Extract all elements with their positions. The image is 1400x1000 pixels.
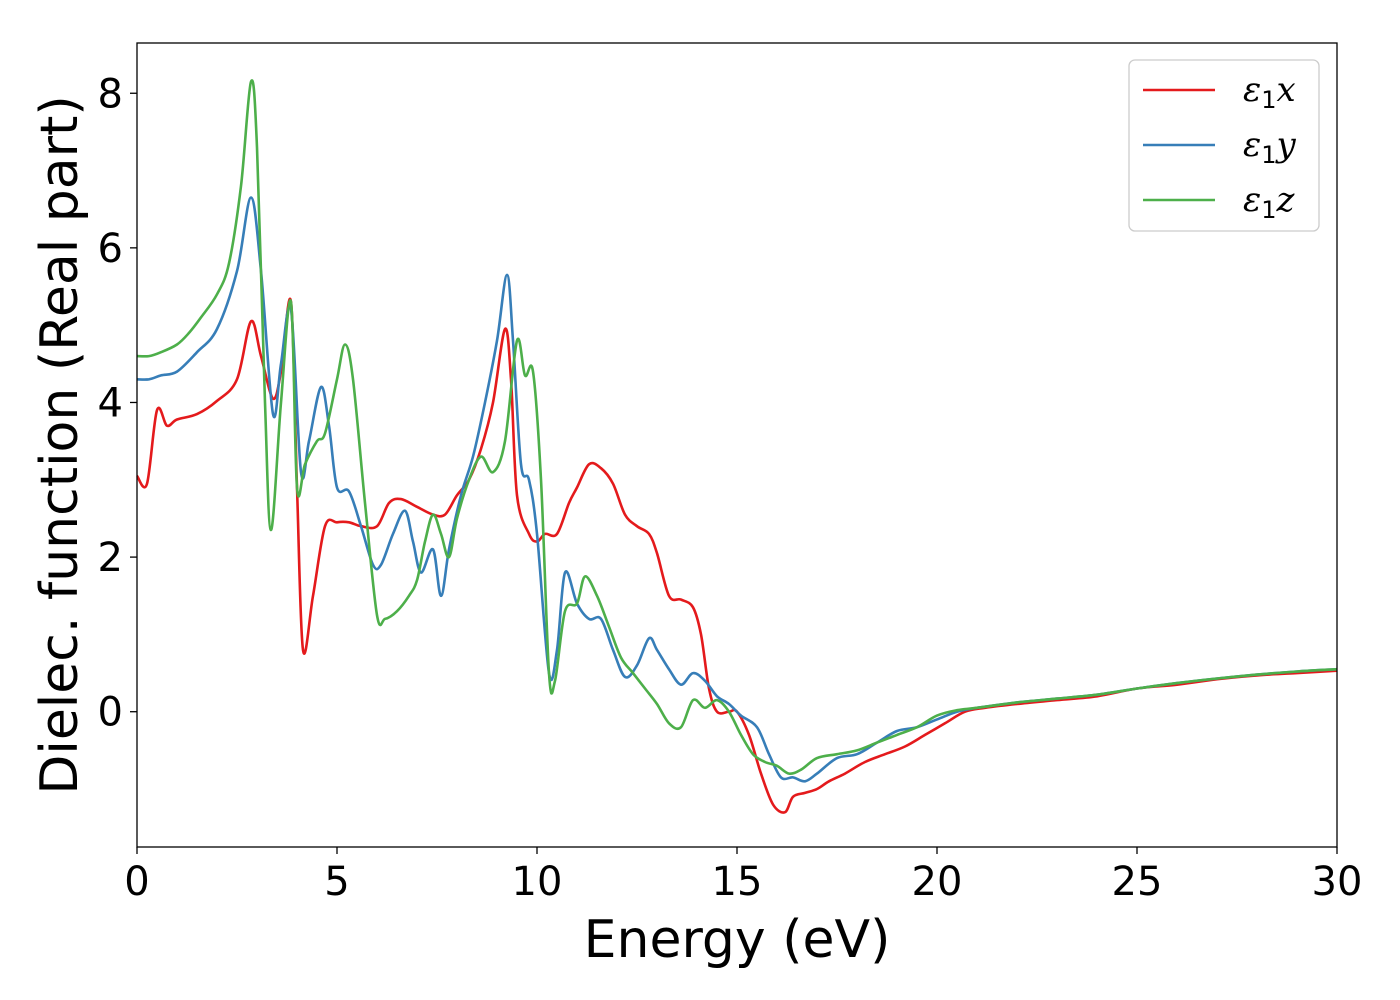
legend: ε1x ε1y ε1z <box>1128 59 1320 232</box>
series-line-y <box>136 196 1338 783</box>
series-line-x <box>135 297 1338 814</box>
y-tick-label: 2 <box>98 535 123 581</box>
legend-label-z: ε1z <box>1243 180 1296 224</box>
y-tick-label: 6 <box>98 226 123 272</box>
x-axis-title: Energy (eV) <box>584 910 891 970</box>
x-tick-label: 15 <box>712 859 763 905</box>
series-lines <box>135 79 1338 814</box>
x-tick-label: 0 <box>124 859 149 905</box>
x-tick-label: 25 <box>1112 859 1163 905</box>
x-tick-label: 5 <box>324 859 349 905</box>
y-tick-label: 0 <box>98 690 123 736</box>
y-axis-title: Dielec. function (Real part) <box>30 95 90 794</box>
x-tick-label: 30 <box>1312 859 1363 905</box>
legend-box <box>1128 59 1320 232</box>
x-axis: 0 5 10 15 20 25 30 <box>124 847 1362 905</box>
x-tick-label: 10 <box>512 859 563 905</box>
x-tick-label: 20 <box>912 859 963 905</box>
y-axis: 0 2 4 6 8 <box>98 71 137 736</box>
y-tick-label: 8 <box>98 71 123 117</box>
y-tick-label: 4 <box>98 380 123 426</box>
series-line-z <box>136 79 1338 776</box>
legend-label-x: ε1x <box>1243 70 1296 114</box>
legend-label-y: ε1y <box>1243 125 1297 169</box>
